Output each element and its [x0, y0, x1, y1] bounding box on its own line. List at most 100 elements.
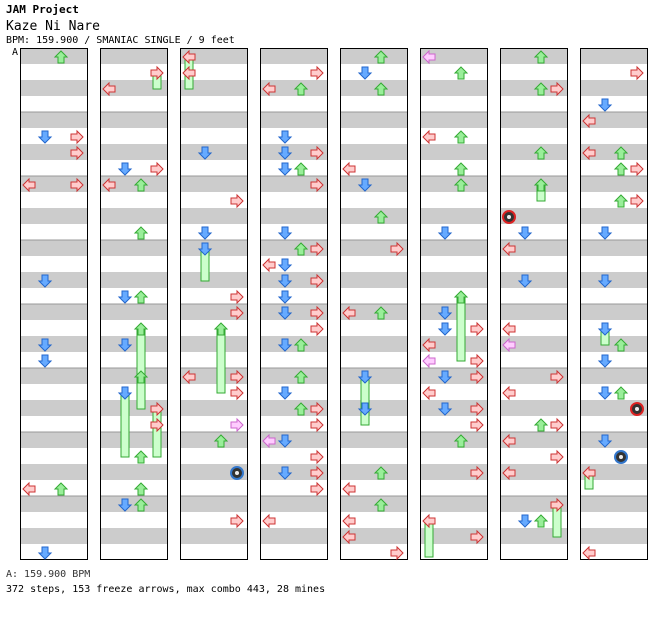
- right-arrow: [70, 177, 84, 193]
- beat-stripe: [180, 80, 248, 96]
- right-arrow: [470, 369, 484, 385]
- beat-stripe: [100, 272, 168, 288]
- down-arrow: [277, 226, 293, 240]
- down-arrow: [597, 354, 613, 368]
- up-arrow: [533, 514, 549, 528]
- down-arrow: [277, 258, 293, 272]
- beat-stripe: [100, 144, 168, 160]
- left-arrow: [182, 65, 196, 81]
- down-arrow: [277, 162, 293, 176]
- down-arrow: [357, 370, 373, 384]
- down-arrow: [437, 370, 453, 384]
- beat-stripe: [340, 528, 408, 544]
- left-arrow: [582, 113, 596, 129]
- beat-stripe: [500, 432, 568, 448]
- right-arrow: [390, 241, 404, 257]
- right-arrow: [230, 305, 244, 321]
- beat-stripe: [180, 208, 248, 224]
- up-arrow: [133, 322, 149, 336]
- beat-stripe: [340, 464, 408, 480]
- down-arrow: [277, 290, 293, 304]
- beat-stripe: [20, 208, 88, 224]
- down-arrow: [357, 402, 373, 416]
- down-arrow: [597, 274, 613, 288]
- up-arrow: [613, 162, 629, 176]
- right-arrow: [310, 401, 324, 417]
- beat-stripe: [340, 336, 408, 352]
- beat-stripe: [420, 496, 488, 512]
- beat-stripe: [20, 432, 88, 448]
- up-arrow: [453, 178, 469, 192]
- beat-stripe: [260, 336, 328, 352]
- chart-column-4: [260, 48, 328, 560]
- beat-stripe: [180, 48, 248, 64]
- down-arrow: [357, 178, 373, 192]
- left-arrow: [342, 529, 356, 545]
- beat-stripe: [580, 528, 648, 544]
- beat-stripe: [580, 208, 648, 224]
- up-arrow: [293, 402, 309, 416]
- up-arrow: [453, 290, 469, 304]
- beat-stripe: [500, 48, 568, 64]
- mine-core: [235, 471, 239, 475]
- down-arrow: [117, 338, 133, 352]
- bpm-summary: A: 159.900 BPM: [6, 569, 91, 580]
- up-arrow: [213, 434, 229, 448]
- beat-stripe: [500, 208, 568, 224]
- beat-stripe: [20, 528, 88, 544]
- up-arrow: [453, 434, 469, 448]
- right-arrow: [310, 65, 324, 81]
- down-arrow: [117, 290, 133, 304]
- up-arrow: [613, 146, 629, 160]
- right-arrow: [310, 321, 324, 337]
- chart-column-6: [420, 48, 488, 560]
- beat-stripe: [260, 80, 328, 96]
- left-arrow: [502, 465, 516, 481]
- beat-stripe: [500, 304, 568, 320]
- freeze-body: [120, 392, 130, 458]
- down-arrow: [517, 226, 533, 240]
- beat-stripe: [580, 496, 648, 512]
- left-arrow: [102, 81, 116, 97]
- right-arrow: [470, 417, 484, 433]
- left-arrow: [22, 481, 36, 497]
- left-arrow: [262, 433, 276, 449]
- column-border: [420, 48, 488, 560]
- beat-stripe: [340, 208, 408, 224]
- down-arrow: [277, 130, 293, 144]
- up-arrow: [373, 50, 389, 64]
- left-arrow: [342, 481, 356, 497]
- beat-stripe: [100, 208, 168, 224]
- beat-stripe: [180, 400, 248, 416]
- up-arrow: [613, 338, 629, 352]
- left-arrow: [502, 385, 516, 401]
- column-border: [20, 48, 88, 560]
- beat-stripe: [580, 240, 648, 256]
- right-arrow: [230, 385, 244, 401]
- right-arrow: [150, 65, 164, 81]
- beat-stripe: [340, 48, 408, 64]
- beat-stripe: [260, 496, 328, 512]
- column-border: [500, 48, 568, 560]
- down-arrow: [117, 386, 133, 400]
- beat-stripe: [20, 464, 88, 480]
- down-arrow: [597, 386, 613, 400]
- down-arrow: [197, 226, 213, 240]
- column-border: [580, 48, 648, 560]
- beat-stripe: [420, 48, 488, 64]
- up-arrow: [613, 194, 629, 208]
- left-arrow: [342, 513, 356, 529]
- up-arrow: [293, 242, 309, 256]
- beat-stripe: [20, 272, 88, 288]
- beat-stripe: [420, 144, 488, 160]
- right-arrow: [70, 145, 84, 161]
- right-arrow: [310, 481, 324, 497]
- up-arrow: [293, 370, 309, 384]
- beat-stripe: [420, 304, 488, 320]
- chart-column-3: [180, 48, 248, 560]
- up-arrow: [133, 226, 149, 240]
- beat-stripe: [100, 432, 168, 448]
- beat-stripe: [500, 144, 568, 160]
- beat-stripe: [580, 176, 648, 192]
- chart-column-2: [100, 48, 168, 560]
